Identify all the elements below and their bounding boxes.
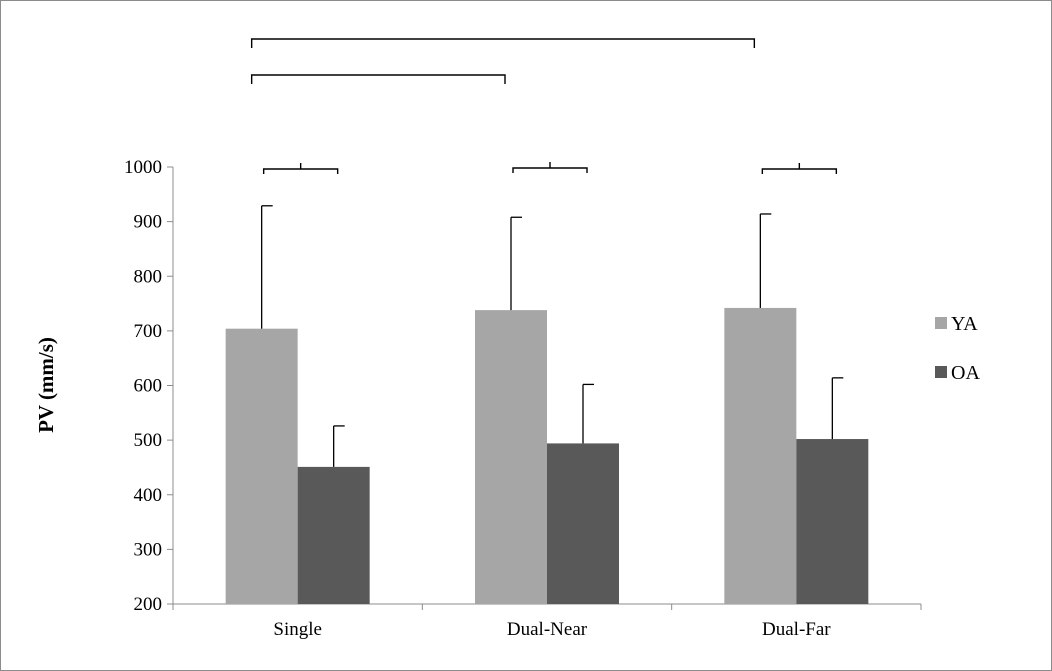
x-axis-labels: Single Dual-Near Dual-Far	[273, 619, 831, 640]
bar-oa-2	[796, 439, 869, 604]
y-axis-label: PV (mm/s)	[34, 337, 58, 433]
significance-brackets	[250, 38, 838, 174]
bar-oa-0	[297, 466, 370, 604]
y-tick-label: 400	[134, 485, 163, 506]
bar-ya-1	[475, 310, 547, 604]
legend-label-ya: YA	[951, 313, 978, 335]
significance-bracket-cat-0-1	[250, 74, 506, 84]
legend: YA OA	[935, 313, 980, 384]
y-tick-label: 200	[134, 594, 163, 615]
bar-oa-1	[547, 443, 619, 604]
y-tick-label: 300	[134, 539, 163, 560]
legend-swatch-ya	[935, 317, 947, 329]
y-tick-label: 900	[134, 212, 163, 233]
legend-swatch-oa	[935, 366, 947, 378]
y-tick-label: 500	[134, 430, 163, 451]
y-tick-label: 800	[134, 266, 163, 287]
bar-ya-2	[724, 307, 797, 604]
significance-bracket-1	[512, 162, 588, 173]
x-tick-label: Single	[273, 619, 322, 640]
bars	[225, 307, 869, 604]
legend-label-oa: OA	[951, 362, 980, 384]
significance-bracket-2	[761, 163, 838, 174]
y-tick-label: 700	[134, 321, 163, 342]
significance-bracket-0	[262, 163, 339, 174]
y-tick-label: 1000	[124, 157, 162, 178]
bar-ya-0	[225, 328, 298, 604]
x-tick-label: Dual-Near	[507, 619, 588, 640]
x-tick-label: Dual-Far	[762, 619, 831, 640]
y-tick-label: 600	[134, 376, 163, 397]
error-bars	[261, 205, 844, 467]
significance-bracket-cat-0-2	[250, 38, 756, 48]
